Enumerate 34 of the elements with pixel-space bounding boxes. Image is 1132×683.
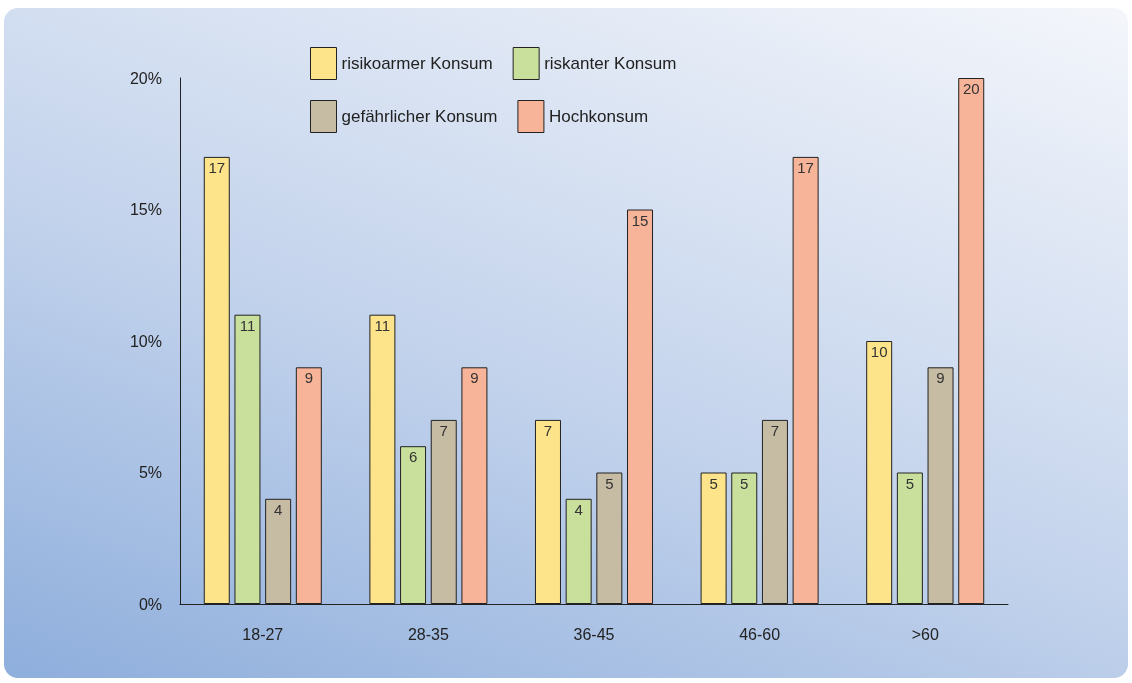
data-label: 5 xyxy=(709,474,718,492)
data-label: 6 xyxy=(408,448,418,466)
data-label: 4 xyxy=(574,500,583,518)
data-label: 15 xyxy=(631,211,649,229)
data-label: 9 xyxy=(304,369,313,387)
x-tick-label: 46-60 xyxy=(739,625,781,643)
y-tick-label: 15% xyxy=(129,201,162,218)
data-label: 7 xyxy=(543,421,553,439)
data-label: 5 xyxy=(740,474,749,492)
legend-label: Hochkonsum xyxy=(548,107,649,126)
legend-label: risikoarmer Konsum xyxy=(341,54,493,73)
data-label: 5 xyxy=(605,474,614,492)
y-tick-label: 5% xyxy=(138,464,162,481)
data-label: 7 xyxy=(439,421,448,439)
data-label: 4 xyxy=(273,500,283,518)
y-tick-label: 10% xyxy=(129,332,162,350)
data-label: 9 xyxy=(936,369,945,387)
data-label: 17 xyxy=(797,158,814,176)
x-tick-label: 28-35 xyxy=(407,625,449,643)
legend-label: riskanter Konsum xyxy=(544,54,677,73)
data-label: 7 xyxy=(770,421,780,439)
x-tick-label: 18-27 xyxy=(242,625,284,643)
data-label: 20 xyxy=(962,80,980,97)
x-tick-label: >60 xyxy=(911,625,939,643)
legend-label: gefährlicher Konsum xyxy=(341,107,498,126)
y-tick-label: 20% xyxy=(129,69,162,87)
data-label: 5 xyxy=(905,474,915,492)
x-tick-label: 36-45 xyxy=(573,625,615,643)
data-label: 9 xyxy=(470,369,479,387)
y-tick-label: 0% xyxy=(138,595,162,613)
data-label: 11 xyxy=(374,316,391,334)
data-label: 11 xyxy=(239,316,256,334)
data-label: 17 xyxy=(208,158,226,176)
data-label: 10 xyxy=(870,343,888,360)
